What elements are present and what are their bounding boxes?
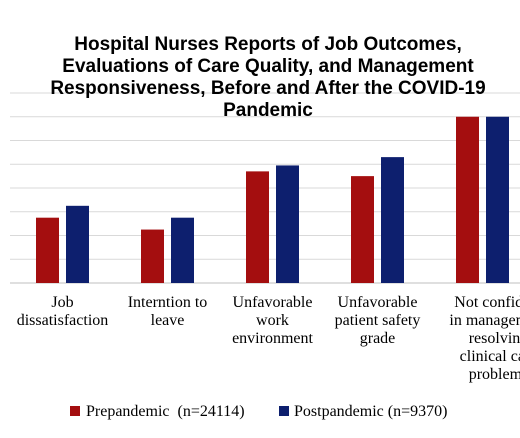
- category-label-line: problems: [469, 366, 520, 383]
- category-label: Job dissatisfaction: [17, 294, 109, 329]
- legend-label-postpandemic: Postpandemic (n=9370): [294, 403, 447, 420]
- category-label: Interntion to leave: [128, 294, 208, 329]
- category-label-line: leave: [151, 312, 185, 329]
- category-label-line: patient safety: [335, 312, 421, 329]
- category-label-line: in management: [449, 312, 520, 329]
- category-label: Unfavorable patient safety grade: [335, 294, 421, 347]
- chart-title: Hospital Nurses Reports of Job Outcomes,…: [50, 34, 486, 121]
- bar-prepandemic-4: [456, 116, 479, 283]
- category-label-line: work: [256, 312, 289, 329]
- bar-postpandemic-4: [486, 116, 509, 283]
- legend: Prepandemic (n=24114) Postpandemic (n=93…: [70, 403, 447, 420]
- category-label-line: grade: [360, 330, 396, 347]
- category-label-line: resolving: [469, 330, 520, 347]
- bar-postpandemic-3: [381, 157, 404, 283]
- legend-swatch-postpandemic: [279, 406, 289, 416]
- bars: [36, 116, 509, 283]
- category-label-line: dissatisfaction: [17, 312, 109, 329]
- legend-swatch-prepandemic: [70, 406, 80, 416]
- category-label: Not confidentin managementresolvingclini…: [449, 294, 520, 383]
- category-label: Unfavorable work environment: [232, 294, 313, 347]
- category-label-line: Job: [51, 294, 73, 311]
- category-label-line: Interntion to: [128, 294, 208, 311]
- bar-postpandemic-0: [66, 205, 89, 283]
- bar-prepandemic-1: [141, 229, 164, 283]
- bar-prepandemic-2: [246, 171, 269, 283]
- category-label-line: Not confident: [454, 294, 520, 311]
- category-label-line: environment: [232, 330, 313, 347]
- bar-postpandemic-2: [276, 165, 299, 283]
- bar-postpandemic-1: [171, 217, 194, 283]
- category-labels: Job dissatisfaction Interntion to leave Unfa…: [17, 294, 520, 383]
- category-label-line: Unfavorable: [233, 294, 313, 311]
- category-label-line: Unfavorable: [338, 294, 418, 311]
- bar-prepandemic-0: [36, 217, 59, 283]
- bar-prepandemic-3: [351, 176, 374, 283]
- category-label-line: clinical care: [460, 348, 520, 365]
- legend-label-prepandemic: Prepandemic (n=24114): [86, 403, 245, 420]
